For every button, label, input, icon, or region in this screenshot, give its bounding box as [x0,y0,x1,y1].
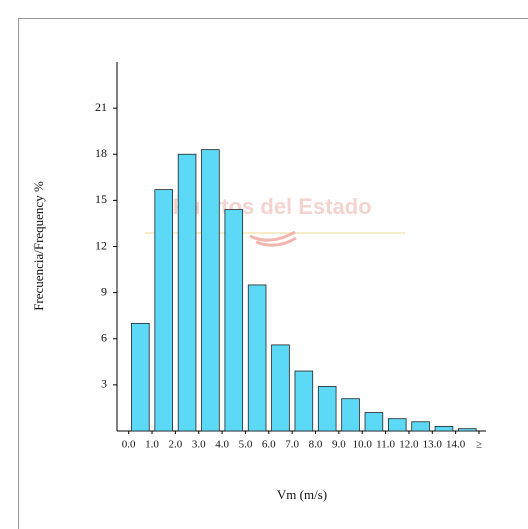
bar [317,386,337,432]
x-tick-label: 0.0 [122,439,136,451]
y-axis-label: Frecuencia/Frequency % [31,181,46,311]
bar [434,425,454,432]
x-tick-label: 4.0 [215,439,229,451]
x-tick-label: 5.0 [239,439,253,451]
x-tick-label: 10.0 [353,439,373,451]
x-tick-label: 14.0 [446,439,466,451]
bar [458,428,477,432]
watermark-logo [249,230,297,247]
x-tick-label: 13.0 [423,439,443,451]
x-tick-label: 11.0 [376,439,395,451]
y-tick-label: 3 [101,377,107,391]
bar [154,189,173,432]
x-tick-label: 1.0 [145,439,159,451]
y-tick-label: 15 [95,192,107,206]
bar [247,284,267,432]
bar [131,322,150,432]
bar [177,153,197,432]
x-axis-label: Vm (m/s) [277,487,327,502]
bar [341,398,360,432]
bar [224,209,244,432]
bar [201,149,220,432]
x-tick-label: ≥ [476,439,482,451]
y-tick-label: 18 [95,146,107,160]
x-tick-label: 8.0 [309,439,323,451]
x-tick-label: 6.0 [262,439,276,451]
bar [271,344,290,432]
x-tick-label: 7.0 [285,439,299,451]
y-tick-label: 6 [101,331,107,345]
x-tick-label: 9.0 [332,439,346,451]
x-tick-label: 2.0 [169,439,183,451]
y-tick-label: 12 [95,238,107,252]
bar [411,421,430,432]
x-tick-label: 12.0 [399,439,419,451]
bar [387,418,407,432]
y-tick-label: 21 [95,100,107,114]
y-tick-label: 9 [101,284,107,298]
bar [294,370,314,432]
x-tick-label: 3.0 [192,439,206,451]
bar [364,412,384,432]
frame [18,18,528,529]
